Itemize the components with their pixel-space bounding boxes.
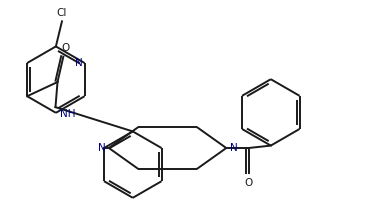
- Text: N: N: [75, 58, 82, 68]
- Text: N: N: [98, 143, 106, 153]
- Text: O: O: [245, 178, 253, 188]
- Text: Cl: Cl: [57, 8, 67, 18]
- Text: O: O: [62, 43, 70, 52]
- Text: N: N: [229, 143, 237, 153]
- Text: NH: NH: [60, 109, 76, 119]
